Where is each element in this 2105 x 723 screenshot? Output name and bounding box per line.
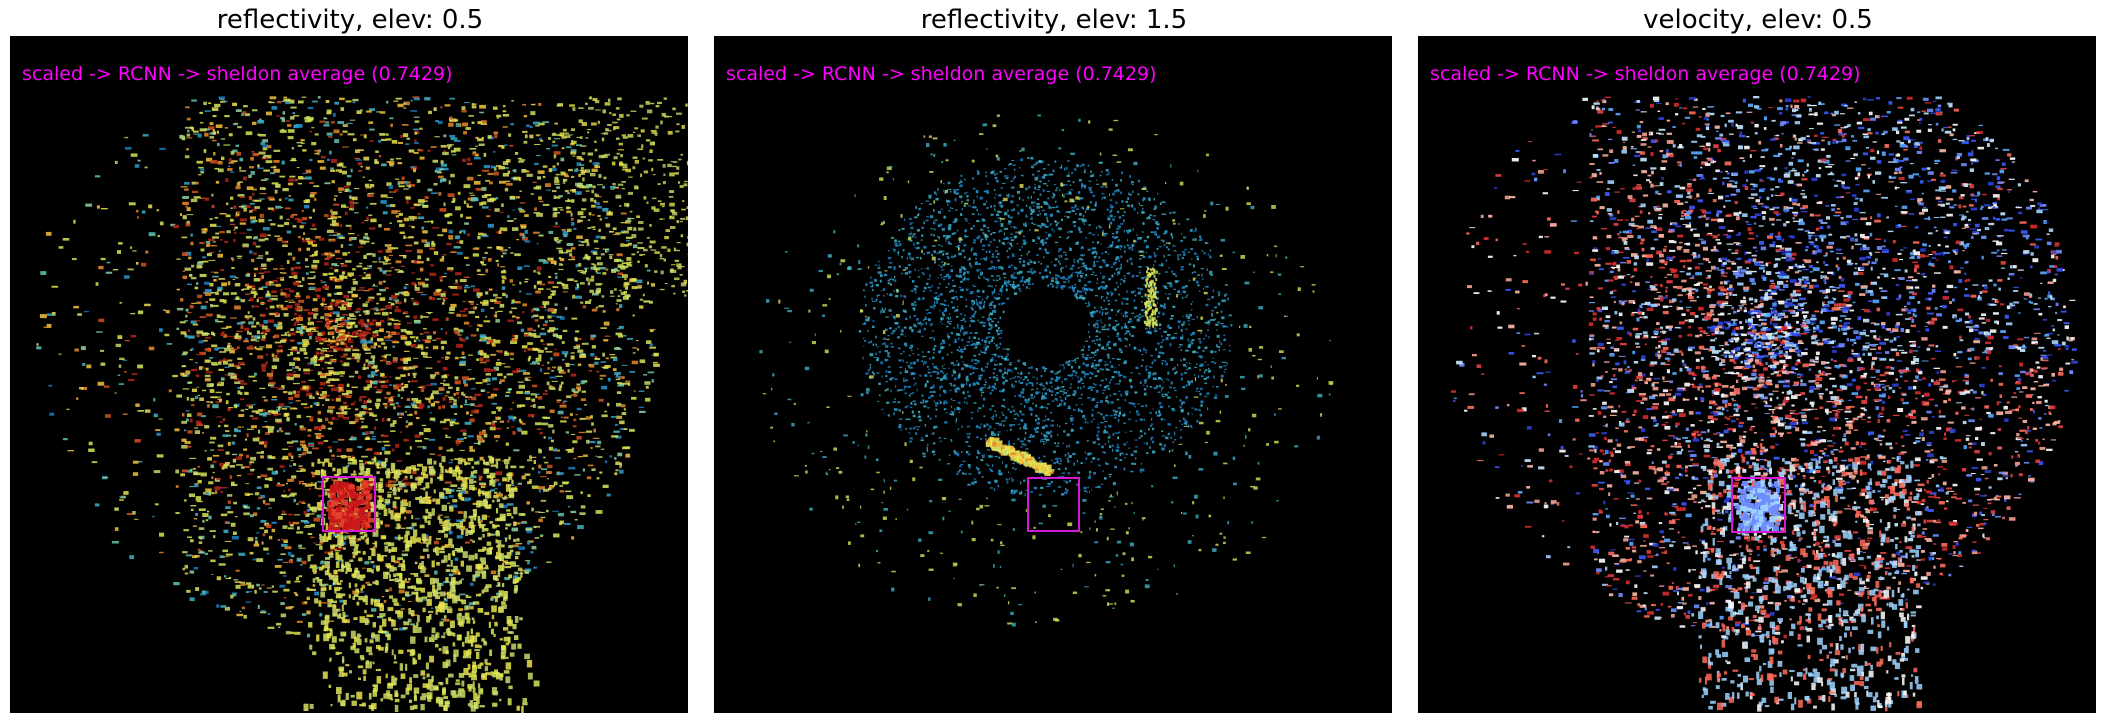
radar-scan-velocity <box>1451 96 2078 712</box>
detection-box <box>1027 477 1080 532</box>
radar-image: scaled -> RCNN -> sheldon average (0.742… <box>1418 36 2096 713</box>
radar-image: scaled -> RCNN -> sheldon average (0.742… <box>714 36 1392 713</box>
panel-title: reflectivity, elev: 1.5 <box>920 5 1188 35</box>
radar-scan-reflectivity-high <box>759 114 1334 627</box>
panel-title: reflectivity, elev: 0.5 <box>216 5 484 35</box>
detection-box <box>1731 477 1786 533</box>
detection-annotation: scaled -> RCNN -> sheldon average (0.742… <box>1430 63 1861 85</box>
detection-box <box>322 476 376 532</box>
radar-panel-velocity-0-5: velocity, elev: 0.5 scaled -> RCNN -> sh… <box>1418 0 2098 723</box>
radar-panel-reflectivity-0-5: reflectivity, elev: 0.5 scaled -> RCNN -… <box>10 0 690 723</box>
radar-image: scaled -> RCNN -> sheldon average (0.742… <box>10 36 688 713</box>
panel-title: velocity, elev: 0.5 <box>1643 5 1873 35</box>
detection-annotation: scaled -> RCNN -> sheldon average (0.742… <box>726 63 1157 85</box>
radar-scan-reflectivity-low <box>36 96 688 713</box>
detection-annotation: scaled -> RCNN -> sheldon average (0.742… <box>22 63 453 85</box>
radar-panel-reflectivity-1-5: reflectivity, elev: 1.5 scaled -> RCNN -… <box>714 0 1394 723</box>
